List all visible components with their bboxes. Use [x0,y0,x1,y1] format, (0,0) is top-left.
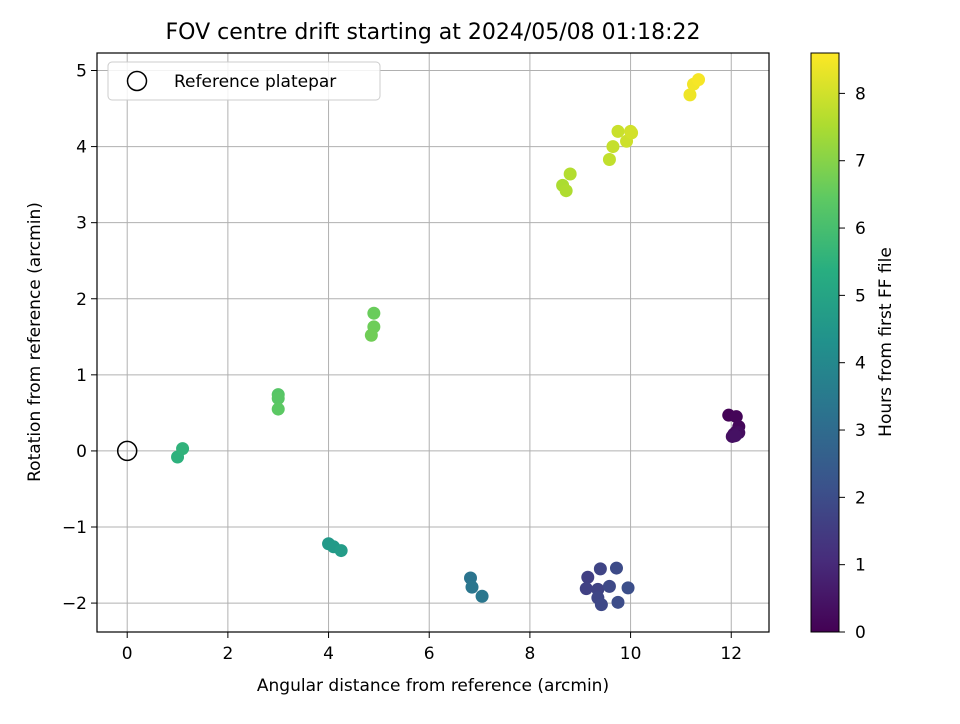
data-point [593,562,607,576]
y-tick-label: 5 [76,61,87,81]
x-axis-ticks: 0 2 4 6 8 10 12 [122,632,742,664]
y-tick-label: 1 [76,366,87,386]
data-point [475,589,489,603]
data-point [271,402,285,416]
y-tick-label: 4 [76,138,87,158]
data-point [364,328,378,342]
legend: Reference platepar [107,61,381,101]
plot-frame [96,52,770,633]
x-tick-label: 6 [424,644,435,664]
colorbar-tick-label: 8 [855,84,866,104]
y-tick-label: 0 [76,442,87,462]
colorbar-ticks: 0 1 2 3 4 5 6 7 8 [839,84,866,643]
data-point [594,598,608,612]
data-point [602,579,616,593]
y-tick-label: −2 [62,594,87,614]
data-point [611,124,625,138]
data-point [729,410,743,424]
legend-label: Reference platepar [174,72,336,92]
colorbar-tick-label: 3 [855,421,866,441]
y-tick-label: −1 [62,518,87,538]
x-tick-label: 8 [524,644,535,664]
data-point [579,582,593,596]
data-point [581,570,595,584]
x-tick-label: 12 [720,644,742,664]
data-point [334,544,348,558]
data-point [683,88,697,102]
data-point [559,184,573,198]
x-tick-label: 10 [620,644,642,664]
data-point [621,581,635,595]
y-axis-label: Rotation from reference (arcmin) [25,202,45,482]
data-point [728,429,742,443]
colorbar-tick-label: 2 [855,488,866,508]
x-tick-label: 0 [122,644,133,664]
reference-point [116,440,138,462]
colorbar-tick-label: 7 [855,152,866,172]
data-point [465,580,479,594]
data-point [692,73,706,87]
y-tick-label: 3 [76,214,87,234]
data-point [611,595,625,609]
legend-marker [126,70,148,92]
colorbar-tick-label: 5 [855,286,866,306]
data-point [367,306,381,320]
x-axis-label: Angular distance from reference (arcmin) [257,676,609,696]
data-points [171,73,746,612]
colorbar [810,52,840,633]
data-point [602,153,616,167]
colorbar-tick-label: 1 [855,556,866,576]
colorbar-tick-label: 4 [855,354,866,374]
colorbar-tick-label: 0 [855,623,866,643]
chart-title: FOV centre drift starting at 2024/05/08 … [166,20,701,45]
data-point [625,126,639,140]
data-point [563,167,577,181]
x-tick-label: 4 [323,644,334,664]
x-tick-label: 2 [222,644,233,664]
y-axis-ticks: −2 −1 0 1 2 3 4 5 [62,61,97,614]
data-point [609,561,623,575]
data-point [606,140,620,154]
grid-lines [97,53,769,632]
colorbar-tick-label: 6 [855,219,866,239]
colorbar-label: Hours from first FF file [876,247,896,437]
data-point [271,391,285,405]
legend-box [107,61,381,101]
data-point [176,442,190,456]
y-tick-label: 2 [76,290,87,310]
